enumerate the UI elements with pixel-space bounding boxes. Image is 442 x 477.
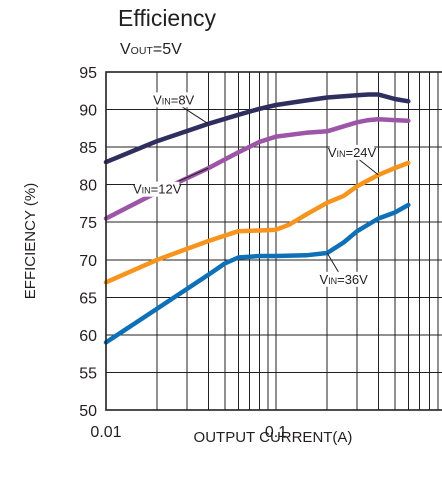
chart-title: Efficiency [118,5,217,31]
label-background [329,144,375,160]
label-sub: IN [142,186,151,196]
y-tick-label: 85 [79,140,97,157]
chart-subtitle: VOUT=5V [120,41,182,58]
y-tick-label: 95 [79,65,97,82]
y-tick-label: 60 [79,328,97,345]
label-tail: =8V [171,92,195,107]
series-line-2 [103,117,411,221]
x-axis-label: OUTPUT CURRENT(A) [194,429,353,446]
series-label-text: VIN=12V [133,182,182,197]
series-label-text: VIN=36V [319,272,368,287]
x-tick-label: 0.1 [265,424,287,441]
series-label-4: VIN=36V [319,252,368,287]
y-tick-label: 55 [79,365,97,382]
label-background [134,181,180,197]
subtitle-main: V [120,41,131,58]
y-tick-label: 90 [79,103,97,120]
label-sub: IN [162,96,171,106]
y-tick-label: 50 [79,403,97,420]
y-axis-label: EFFICIENCY (%) [22,183,39,299]
label-background [155,92,193,108]
label-sub: IN [328,276,337,286]
y-tick-label: 65 [79,290,97,307]
label-sub: IN [336,149,345,159]
y-tick-label: 80 [79,178,97,195]
label-main: V [328,145,337,160]
x-tick-label: 0.01 [90,424,121,441]
plot-frame [105,71,442,411]
label-main: V [153,92,162,107]
subtitle-sub: OUT [131,45,154,57]
label-background [321,271,366,287]
series-line-4 [103,202,411,345]
data-series [103,92,411,345]
series-label-1: VIN=8V [153,92,209,125]
series-label-2: VIN=12V [133,167,209,197]
series-label-text: VIN=24V [328,145,377,160]
series-label-text: VIN=8V [153,92,194,107]
label-tail: =36V [337,272,368,287]
y-tick-label: 75 [79,215,97,232]
series-label-3: VIN=24V [328,144,379,176]
label-main: V [319,272,328,287]
series-line-3 [103,160,411,285]
y-tick-label: 70 [79,253,97,270]
label-main: V [133,182,142,197]
gridlines [106,71,442,411]
label-tail: =12V [151,182,182,197]
label-tail: =24V [345,145,376,160]
series-line-1 [103,92,411,165]
subtitle-tail: =5V [153,41,182,58]
